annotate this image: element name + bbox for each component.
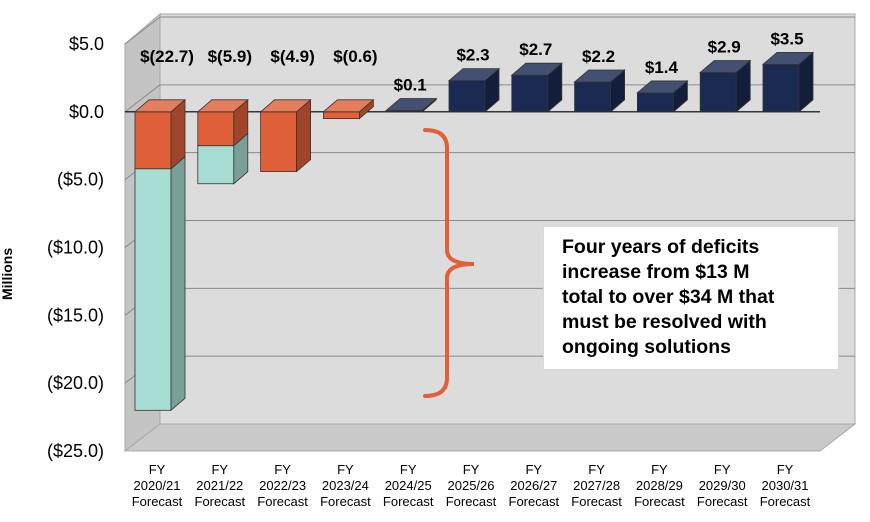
data-label: $2.9 (708, 37, 741, 56)
data-label: $2.7 (519, 40, 552, 59)
bar-top-face (699, 60, 752, 73)
bar-segment (699, 59, 751, 113)
annotation-line: must be resolved with (562, 311, 767, 333)
bar-segment (762, 51, 814, 113)
data-label: $2.3 (456, 46, 489, 65)
x-tick-label: FY 2030/31 Forecast (760, 462, 811, 509)
data-label: $0.1 (394, 75, 427, 94)
bar-segment (197, 132, 249, 185)
data-label: $1.4 (645, 58, 679, 77)
plot-floor (123, 423, 857, 452)
bar-top-face (510, 62, 563, 76)
x-tick-label: FY 2025/26 Forecast (446, 462, 497, 509)
bar-top-face (133, 99, 187, 113)
data-label: $3.5 (770, 29, 803, 48)
data-label: $(4.9) (270, 47, 314, 66)
x-tick-label: FY 2022/23 Forecast (257, 462, 308, 509)
bar-segment (197, 98, 249, 147)
x-tick-label: FY 2020/21 Forecast (132, 462, 183, 509)
data-label: $(0.6) (333, 47, 377, 66)
bar-top-face (196, 99, 249, 113)
bar-top-face (636, 80, 689, 94)
x-tick-label: FY 2028/29 Forecast (634, 462, 685, 509)
x-tick-label: FY 2029/30 Forecast (697, 462, 748, 509)
annotation-brace (423, 128, 475, 398)
bar-top-face (761, 51, 815, 65)
bar-top-face (573, 69, 626, 83)
x-tick-label: FY 2024/25 Forecast (383, 462, 434, 509)
y-tick-label: $0.0 (69, 102, 104, 122)
x-tick-label: FY 2026/27 Forecast (509, 462, 560, 509)
annotation-box: Four years of deficits increase from $13… (543, 226, 839, 370)
y-tick-label: ($25.0) (47, 441, 104, 461)
bar-segment (511, 62, 563, 113)
data-labels: $(22.7) $(5.9) $(4.9) $(0.6) $0.1 $2.3 $2.7 $2.… (140, 29, 803, 94)
data-label: $(22.7) (140, 47, 194, 66)
y-tick-label: $5.0 (69, 34, 104, 54)
bar-top-face (259, 99, 312, 113)
gridline-side (124, 16, 161, 45)
y-tick-label: ($10.0) (47, 238, 104, 258)
annotation-line: ongoing solutions (562, 336, 731, 358)
x-tick-label: FY 2021/22 Forecast (195, 462, 246, 509)
bar-segment (134, 155, 186, 412)
y-axis-label: Millions (0, 248, 15, 300)
bar-top-face (385, 98, 438, 111)
gridline-side (124, 84, 161, 113)
x-tick-label: FY 2023/24 Forecast (320, 462, 371, 509)
annotation-line: Four years of deficits (562, 236, 760, 258)
y-tick-label: ($20.0) (47, 373, 104, 393)
bar-segment (448, 67, 500, 113)
y-tick-label: ($15.0) (47, 305, 104, 325)
data-label: $(5.9) (208, 47, 252, 66)
data-label: $2.2 (582, 47, 615, 66)
bar-segment (574, 69, 625, 113)
y-axis-ticks: $5.0 $0.0 ($5.0) ($10.0) ($15.0) ($20.0) ($25.… (47, 34, 104, 461)
bar-top-face (447, 68, 501, 82)
bar-top-face (322, 99, 375, 113)
bars (133, 51, 815, 412)
annotation-line: increase from $13 M (562, 261, 750, 283)
y-tick-label: ($5.0) (57, 170, 104, 190)
bar-segment (260, 98, 312, 173)
x-tick-label: FY 2027/28 Forecast (571, 462, 622, 509)
annotation-line: total to over $34 M that (562, 286, 775, 308)
